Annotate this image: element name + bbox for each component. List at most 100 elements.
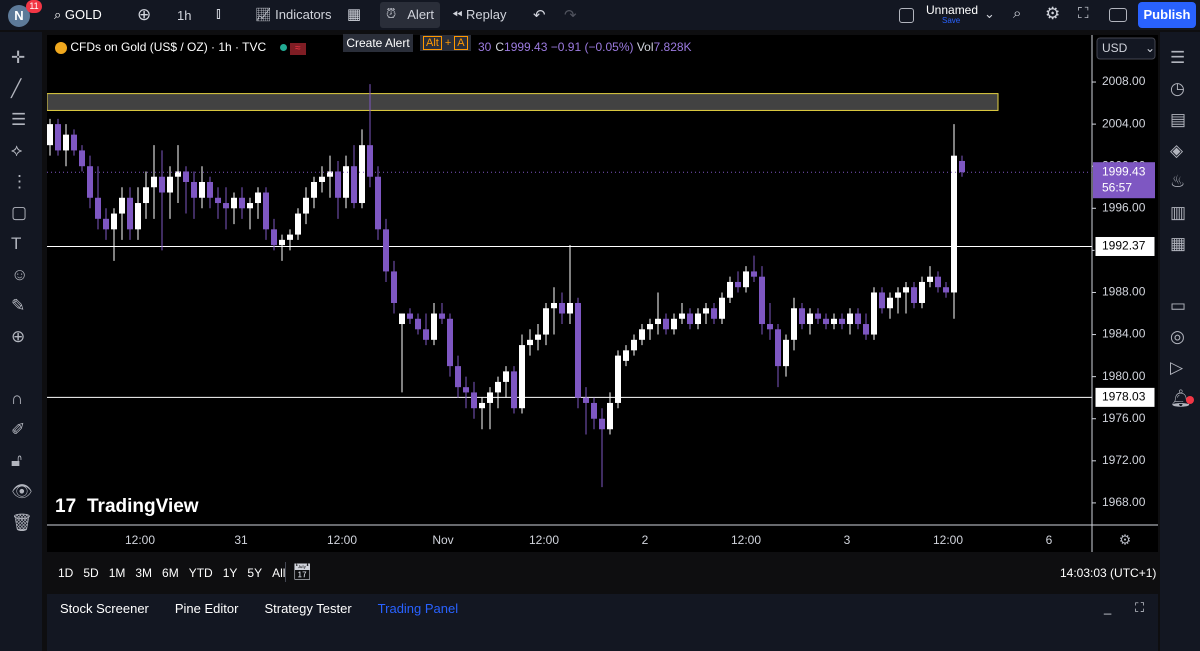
avatar[interactable]: N <box>8 5 30 27</box>
templates-icon[interactable]: ▦ <box>347 6 362 23</box>
range-bar: 1D 5D 1M 3M 6M YTD 1Y 5Y All <box>58 566 295 580</box>
candle-body <box>743 271 749 288</box>
date-range-icon[interactable]: 📅︎ <box>285 562 312 582</box>
tool-icons[interactable]: ✛ ╱ ☰ ⟡ ⋮ ▢ T ☺ ✎ ⊕ ∩ ✐ 🔓︎ 👁︎ 🗑︎ <box>11 48 33 532</box>
candle-body <box>951 155 957 293</box>
candle-body <box>207 181 213 198</box>
panel-tab[interactable]: Trading Panel <box>377 601 459 616</box>
candle-body <box>431 313 437 340</box>
quick-search[interactable]: ⌕ <box>1013 5 1022 22</box>
candle-body <box>607 402 613 430</box>
fullscreen[interactable]: ⛶ <box>1078 5 1089 22</box>
candle-body <box>455 366 461 388</box>
price-line-label-box <box>1094 235 1156 257</box>
candle-body <box>375 176 381 230</box>
candle-body <box>55 124 61 151</box>
axis-settings[interactable]: ⚙︎ <box>1119 532 1132 548</box>
candle-body <box>879 292 885 309</box>
candle-body <box>671 318 677 330</box>
settings[interactable]: ⚙︎ <box>1045 4 1061 23</box>
right-toolbar <box>1160 32 1200 651</box>
candle-body <box>551 302 557 309</box>
x-tick-label: 12:00 <box>933 533 963 547</box>
y-tick-label: 1968.00 <box>1102 495 1146 509</box>
layout-checkbox[interactable] <box>899 8 914 23</box>
indicators-icon: 📈︎ <box>255 7 272 22</box>
publish-button[interactable]: Publish <box>1138 2 1196 28</box>
candle-body <box>183 171 189 182</box>
interval[interactable]: 1h <box>177 8 192 23</box>
candle-body <box>87 166 93 198</box>
candle-body <box>399 313 405 325</box>
candle-body <box>511 371 517 409</box>
panel-tab[interactable]: Strategy Tester <box>264 601 352 616</box>
candle-body <box>655 318 661 325</box>
layout-menu[interactable]: ⌄ <box>984 6 995 21</box>
legend: CFDs on Gold (US$ / OZ) · 1h · TVC ≈ <box>55 40 306 55</box>
candle-body <box>927 276 933 282</box>
candle-body <box>199 181 205 198</box>
symbol-search[interactable]: ⌕ GOLD <box>54 7 102 23</box>
candle-body <box>503 371 509 382</box>
candle-body <box>191 181 197 198</box>
save-label[interactable]: Save <box>942 16 961 25</box>
x-tick-label: 12:00 <box>529 533 559 547</box>
chart-type-icon[interactable]: ⫾ <box>216 5 221 22</box>
x-tick-label: 2 <box>642 533 649 547</box>
x-tick-label: 31 <box>234 533 248 547</box>
candle-body <box>463 387 469 393</box>
candle-body <box>695 313 701 325</box>
panel-maximize[interactable]: ⛶ <box>1135 600 1145 615</box>
candle-body <box>615 355 621 403</box>
y-tick-label: 1984.00 <box>1102 327 1146 341</box>
currency-box[interactable] <box>1096 37 1156 60</box>
candle-body <box>775 329 781 367</box>
range-button[interactable]: 1D <box>58 566 74 580</box>
candle-body <box>151 176 157 188</box>
y-tick-label: 1988.00 <box>1102 285 1146 299</box>
candle-body <box>79 150 85 167</box>
candle-body <box>279 239 285 246</box>
range-button[interactable]: YTD <box>188 566 213 580</box>
candle-body <box>327 171 333 177</box>
candle-body <box>759 276 765 325</box>
panel-tab[interactable]: Stock Screener <box>60 601 149 616</box>
compare-button[interactable]: ⊕ <box>137 5 152 24</box>
candle-body <box>63 134 69 151</box>
candle-body <box>303 197 309 214</box>
price-axis <box>1092 35 1158 552</box>
candle-body <box>839 318 845 325</box>
range-button[interactable]: 1M <box>108 566 126 580</box>
undo[interactable]: ↶ <box>533 7 546 24</box>
layout-name[interactable]: Unnamed <box>926 3 979 17</box>
candle-body <box>567 302 573 314</box>
range-button[interactable]: 1Y <box>222 566 238 580</box>
range-button[interactable]: 3M <box>135 566 153 580</box>
bottom-panel <box>47 594 1158 651</box>
candle-body <box>447 318 453 367</box>
candle-body <box>799 308 805 325</box>
range-button[interactable]: All <box>272 566 286 580</box>
range-button[interactable]: 5D <box>83 566 99 580</box>
snapshot[interactable] <box>1109 8 1127 22</box>
range-button[interactable]: 6M <box>162 566 179 580</box>
candle-body <box>543 308 549 335</box>
indicators-button[interactable]: 📈︎ Indicators <box>255 7 332 23</box>
candle-body <box>719 297 725 319</box>
candle-body <box>367 145 373 177</box>
candle-body <box>687 313 693 325</box>
replay-button[interactable]: ⏪︎ Replay <box>452 7 507 22</box>
redo[interactable]: ↷ <box>564 7 577 24</box>
candle-body <box>359 145 365 204</box>
price-line-label: 1992.37 <box>1102 239 1146 253</box>
candle-body <box>135 203 141 230</box>
panel-tab[interactable]: Pine Editor <box>174 601 239 616</box>
panel-minimize[interactable]: _ <box>1104 600 1112 615</box>
left-toolbar <box>0 32 42 651</box>
alert-button[interactable]: Alert <box>380 2 440 28</box>
widget-icons[interactable]: ☰ ◷ ▤ ◈ ♨ ▥ ▦ ▭ ◎ ▷ 🔔︎ <box>1170 48 1192 408</box>
shortcut-key: A <box>454 36 468 50</box>
range-button[interactable]: 5Y <box>247 566 263 580</box>
chart: USD ⌄ TradingView 17 ⚙︎ 1968.00 1972.00 19… <box>47 35 1158 552</box>
candle-body <box>383 229 389 272</box>
